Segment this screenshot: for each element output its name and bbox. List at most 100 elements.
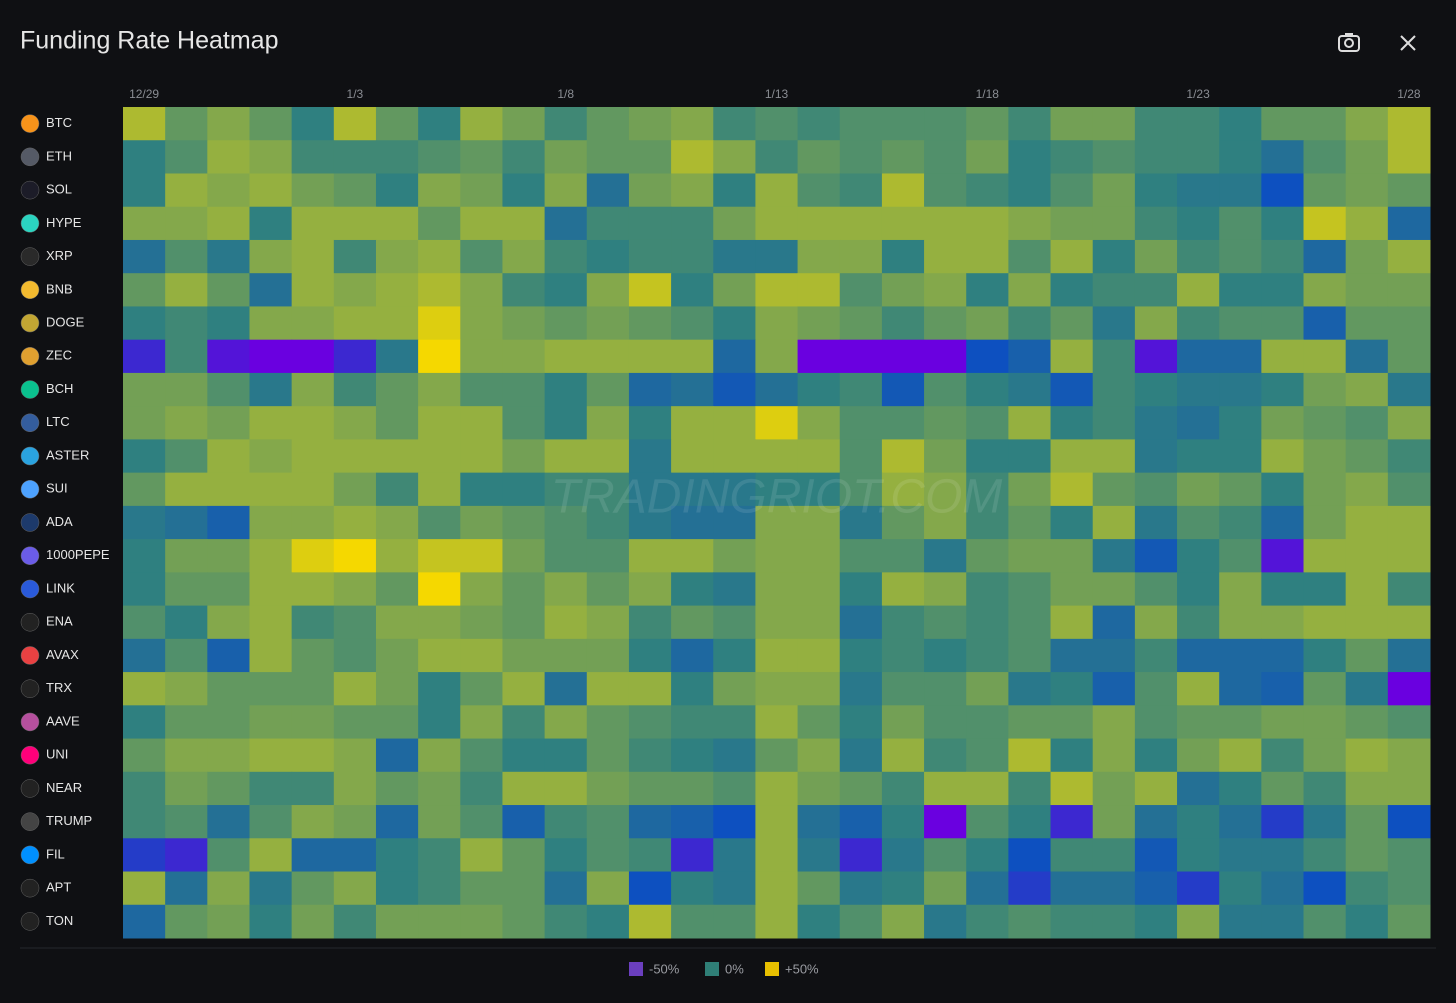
heat-cell — [1345, 705, 1389, 740]
heat-cell — [586, 871, 630, 906]
heat-cell — [1177, 239, 1220, 274]
heat-cell — [1387, 572, 1431, 607]
heat-cell — [628, 738, 672, 773]
heat-cell — [628, 173, 672, 208]
heat-cell — [1134, 705, 1178, 740]
close-button[interactable] — [1400, 35, 1416, 51]
heat-cell — [1219, 140, 1262, 174]
heat-cell — [755, 339, 799, 374]
heat-cell — [1303, 605, 1347, 640]
heat-cell — [966, 838, 1009, 873]
y-tick-label: ETH — [46, 148, 72, 163]
heat-cell — [797, 805, 841, 839]
heat-cell — [881, 140, 925, 174]
heat-cell — [1219, 838, 1262, 873]
heat-cell — [165, 572, 208, 607]
y-tick-label: SUI — [46, 481, 68, 496]
heat-cell — [1050, 705, 1094, 740]
heat-cell — [1092, 206, 1136, 241]
heat-cell — [713, 107, 756, 141]
heat-cell — [671, 339, 714, 374]
heat-cell — [333, 539, 377, 573]
heat-cell — [671, 771, 714, 806]
heat-cell — [544, 339, 588, 374]
heat-cell — [924, 705, 967, 740]
heat-cell — [881, 904, 925, 939]
heat-cell — [165, 505, 208, 540]
heat-cell — [165, 472, 208, 507]
heat-cell — [966, 572, 1009, 607]
heat-cell — [713, 838, 756, 873]
heat-cell — [1345, 406, 1389, 440]
heat-cell — [1050, 439, 1094, 474]
heat-cell — [375, 871, 419, 906]
heat-cell — [797, 638, 841, 673]
heat-cell — [671, 638, 714, 673]
heat-cell — [966, 239, 1009, 274]
screenshot-button[interactable] — [1338, 33, 1360, 52]
heat-cell — [713, 904, 756, 939]
heat-cell — [628, 838, 672, 873]
heat-cell — [460, 838, 503, 873]
heat-cell — [1050, 339, 1094, 374]
heat-cell — [1134, 173, 1178, 208]
heat-cell — [1387, 505, 1431, 540]
heat-cell — [291, 273, 335, 307]
heat-cell — [291, 372, 335, 407]
heat-cell — [713, 339, 756, 374]
heat-cell — [586, 439, 630, 474]
heat-cell — [966, 206, 1009, 241]
heat-cell — [1345, 140, 1389, 174]
heat-cell — [797, 838, 841, 873]
heat-cell — [1134, 472, 1178, 507]
heat-cell — [123, 173, 166, 208]
heat-cell — [628, 638, 672, 673]
x-tick-label: 1/8 — [557, 87, 574, 101]
heat-cell — [249, 372, 293, 407]
heat-cell — [924, 638, 967, 673]
coin-icon — [20, 845, 40, 865]
heat-cell — [713, 439, 756, 474]
heat-cell — [797, 771, 841, 806]
y-tick-label: ENA — [46, 614, 73, 629]
heat-cell — [207, 539, 250, 573]
heat-cell — [1177, 140, 1220, 174]
heat-cell — [1345, 904, 1389, 939]
heat-cell — [502, 838, 546, 873]
heat-cell — [1008, 439, 1052, 474]
heat-cell — [544, 738, 588, 773]
heat-cell — [924, 206, 967, 241]
heat-cell — [333, 572, 377, 607]
heat-cell — [249, 173, 293, 208]
heat-cell — [1008, 306, 1052, 341]
heat-cell — [839, 372, 883, 407]
heat-cell — [755, 173, 799, 208]
heat-cell — [586, 206, 630, 241]
heat-cell — [123, 372, 166, 407]
heat-cell — [881, 705, 925, 740]
heat-cell — [502, 239, 546, 274]
heat-cell — [1219, 539, 1262, 573]
legend-swatch — [765, 962, 779, 976]
heat-cell — [1345, 372, 1389, 407]
heat-cell — [333, 239, 377, 274]
heat-cell — [1387, 140, 1431, 174]
heat-cell — [502, 705, 546, 740]
heat-cell — [418, 672, 461, 706]
heat-cell — [1387, 904, 1431, 939]
heat-cell — [966, 805, 1009, 839]
heat-cell — [628, 572, 672, 607]
heat-cell — [839, 273, 883, 307]
heat-cell — [628, 705, 672, 740]
heat-cell — [333, 107, 377, 141]
heat-cell — [1219, 572, 1262, 607]
heat-cell — [671, 306, 714, 341]
heat-cell — [966, 140, 1009, 174]
heat-cell — [713, 805, 756, 839]
heat-cell — [333, 140, 377, 174]
heat-cell — [924, 372, 967, 407]
heat-cell — [123, 672, 166, 706]
heat-cell — [839, 306, 883, 341]
heat-cell — [671, 107, 714, 141]
heat-cell — [1177, 539, 1220, 573]
